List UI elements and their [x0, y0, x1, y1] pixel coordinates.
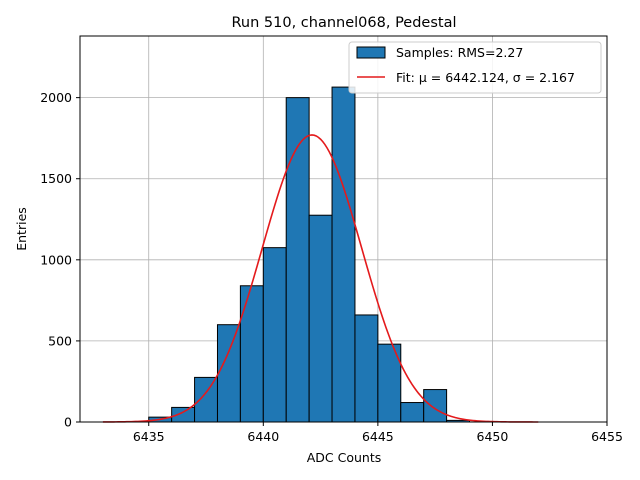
- histogram-bars: [148, 86, 471, 423]
- chart-title: Run 510, channel068, Pedestal: [231, 15, 456, 31]
- y-tick-label: 2000: [40, 90, 72, 105]
- histogram-bar: [194, 376, 218, 423]
- histogram-bar: [308, 214, 333, 423]
- x-axis-label: ADC Counts: [307, 450, 382, 465]
- y-tick-label: 1000: [40, 252, 72, 267]
- y-tick-label: 500: [48, 333, 72, 348]
- x-tick-label: 6445: [362, 429, 394, 444]
- y-tick-label: 1500: [40, 171, 72, 186]
- legend-label-fit: Fit: μ = 6442.124, σ = 2.167: [396, 70, 575, 85]
- y-axis-label: Entries: [14, 207, 29, 251]
- y-axis-ticks: 0 500 1000 1500 2000: [40, 90, 80, 430]
- x-tick-label: 6450: [477, 429, 509, 444]
- x-axis-ticks: 6435 6440 6445 6450 6455: [133, 422, 623, 444]
- histogram-bar: [400, 402, 425, 423]
- legend-box: [348, 41, 602, 94]
- x-tick-label: 6455: [591, 429, 623, 444]
- histogram-bar: [216, 324, 241, 423]
- legend-label-samples: Samples: RMS=2.27: [396, 45, 523, 60]
- histogram-bar: [262, 247, 287, 423]
- plot-frame: [79, 35, 608, 423]
- histogram-bar: [354, 314, 379, 423]
- histogram-bar: [423, 389, 448, 423]
- fit-curve: [102, 134, 539, 423]
- x-tick-label: 6440: [247, 429, 279, 444]
- x-tick-label: 6435: [133, 429, 165, 444]
- histogram-bar: [239, 285, 264, 423]
- legend-swatch-samples: [356, 46, 386, 59]
- legend: Samples: RMS=2.27 Fit: μ = 6442.124, σ =…: [348, 41, 602, 94]
- histogram-bar: [331, 86, 356, 423]
- histogram-bar: [171, 406, 196, 423]
- y-tick-label: 0: [64, 415, 72, 430]
